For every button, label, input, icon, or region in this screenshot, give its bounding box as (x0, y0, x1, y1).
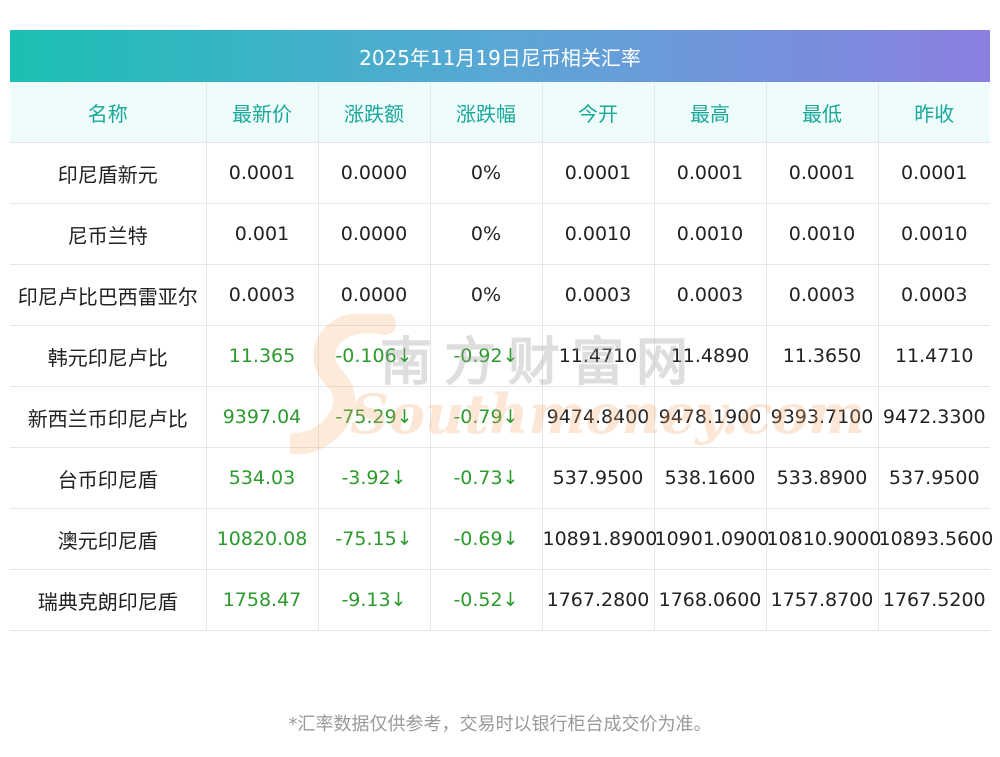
column-header-change: 涨跌额 (317, 82, 430, 143)
cell-high: 0.0003 (653, 264, 766, 326)
cell-low: 0.0010 (765, 203, 878, 265)
cell-change: 0.0000 (317, 142, 430, 204)
table-header-row: 名称 最新价 涨跌额 涨跌幅 今开 最高 最低 昨收 (10, 82, 990, 143)
cell-pct: 0% (429, 264, 542, 326)
column-header-latest: 最新价 (205, 82, 318, 143)
cell-pct: 0% (429, 203, 542, 265)
cell-low: 533.8900 (765, 447, 878, 509)
cell-prev: 11.4710 (877, 325, 990, 387)
rates-table: 名称 最新价 涨跌额 涨跌幅 今开 最高 最低 昨收 印尼盾新元 0.0001 0.… (10, 82, 993, 631)
cell-open: 537.9500 (541, 447, 654, 509)
table-row: 印尼盾新元 0.0001 0.0000 0% 0.0001 0.0001 0.0001 0.0… (10, 142, 990, 204)
cell-high: 9478.1900 (653, 386, 766, 448)
cell-pct: -0.79↓ (429, 386, 542, 448)
column-header-prev: 昨收 (877, 82, 990, 143)
column-header-high: 最高 (653, 82, 766, 143)
cell-open: 0.0001 (541, 142, 654, 204)
column-header-pct: 涨跌幅 (429, 82, 542, 143)
table-row: 韩元印尼卢比 11.365 -0.106↓ -0.92↓ 11.4710 11.4890 1… (10, 325, 990, 387)
cell-change: -0.106↓ (317, 325, 430, 387)
cell-change: 0.0000 (317, 203, 430, 265)
cell-latest: 10820.08 (205, 508, 318, 570)
cell-prev: 10893.5600 (877, 508, 993, 570)
cell-name: 台币印尼盾 (10, 447, 206, 509)
cell-high: 1768.0600 (653, 569, 766, 631)
cell-name: 尼币兰特 (10, 203, 206, 265)
cell-prev: 0.0010 (877, 203, 990, 265)
cell-open: 0.0003 (541, 264, 654, 326)
table-row: 新西兰币印尼卢比 9397.04 -75.29↓ -0.79↓ 9474.8400 947… (10, 386, 990, 448)
table-row: 尼币兰特 0.001 0.0000 0% 0.0010 0.0010 0.0010 0.001… (10, 203, 990, 265)
cell-high: 10901.0900 (653, 508, 769, 570)
page-title: 2025年11月19日尼币相关汇率 (10, 30, 990, 82)
cell-low: 1757.8700 (765, 569, 878, 631)
cell-pct: -0.73↓ (429, 447, 542, 509)
cell-pct: -0.52↓ (429, 569, 542, 631)
cell-change: -75.29↓ (317, 386, 430, 448)
cell-low: 0.0001 (765, 142, 878, 204)
cell-prev: 1767.5200 (877, 569, 990, 631)
cell-name: 瑞典克朗印尼盾 (10, 569, 206, 631)
cell-pct: -0.69↓ (429, 508, 542, 570)
cell-name: 韩元印尼卢比 (10, 325, 206, 387)
cell-change: -9.13↓ (317, 569, 430, 631)
cell-open: 10891.8900 (541, 508, 657, 570)
cell-change: -75.15↓ (317, 508, 430, 570)
cell-latest: 0.001 (205, 203, 318, 265)
cell-pct: -0.92↓ (429, 325, 542, 387)
column-header-open: 今开 (541, 82, 654, 143)
cell-prev: 0.0001 (877, 142, 990, 204)
cell-latest: 0.0003 (205, 264, 318, 326)
column-header-name: 名称 (10, 82, 206, 143)
cell-prev: 537.9500 (877, 447, 990, 509)
cell-low: 11.3650 (765, 325, 878, 387)
table-row: 澳元印尼盾 10820.08 -75.15↓ -0.69↓ 10891.8900 1090… (10, 508, 993, 570)
cell-high: 0.0010 (653, 203, 766, 265)
cell-low: 9393.7100 (765, 386, 878, 448)
table-row: 瑞典克朗印尼盾 1758.47 -9.13↓ -0.52↓ 1767.2800 1768.… (10, 569, 990, 631)
cell-high: 0.0001 (653, 142, 766, 204)
cell-name: 印尼盾新元 (10, 142, 206, 204)
cell-pct: 0% (429, 142, 542, 204)
cell-open: 11.4710 (541, 325, 654, 387)
cell-latest: 1758.47 (205, 569, 318, 631)
disclaimer-note: *汇率数据仅供参考，交易时以银行柜台成交价为准。 (288, 714, 712, 735)
cell-high: 11.4890 (653, 325, 766, 387)
cell-open: 9474.8400 (541, 386, 654, 448)
cell-name: 澳元印尼盾 (10, 508, 206, 570)
cell-prev: 0.0003 (877, 264, 990, 326)
cell-change: 0.0000 (317, 264, 430, 326)
cell-name: 印尼卢比巴西雷亚尔 (10, 264, 206, 326)
table-row: 台币印尼盾 534.03 -3.92↓ -0.73↓ 537.9500 538.1600 5… (10, 447, 990, 509)
cell-open: 1767.2800 (541, 569, 654, 631)
cell-name: 新西兰币印尼卢比 (10, 386, 206, 448)
cell-latest: 0.0001 (205, 142, 318, 204)
cell-low: 0.0003 (765, 264, 878, 326)
cell-latest: 9397.04 (205, 386, 318, 448)
cell-latest: 534.03 (205, 447, 318, 509)
table-row: 印尼卢比巴西雷亚尔 0.0003 0.0000 0% 0.0003 0.0003 0.000… (10, 264, 990, 326)
cell-prev: 9472.3300 (877, 386, 990, 448)
column-header-low: 最低 (765, 82, 878, 143)
cell-latest: 11.365 (205, 325, 318, 387)
cell-change: -3.92↓ (317, 447, 430, 509)
cell-open: 0.0010 (541, 203, 654, 265)
cell-low: 10810.9000 (765, 508, 881, 570)
cell-high: 538.1600 (653, 447, 766, 509)
